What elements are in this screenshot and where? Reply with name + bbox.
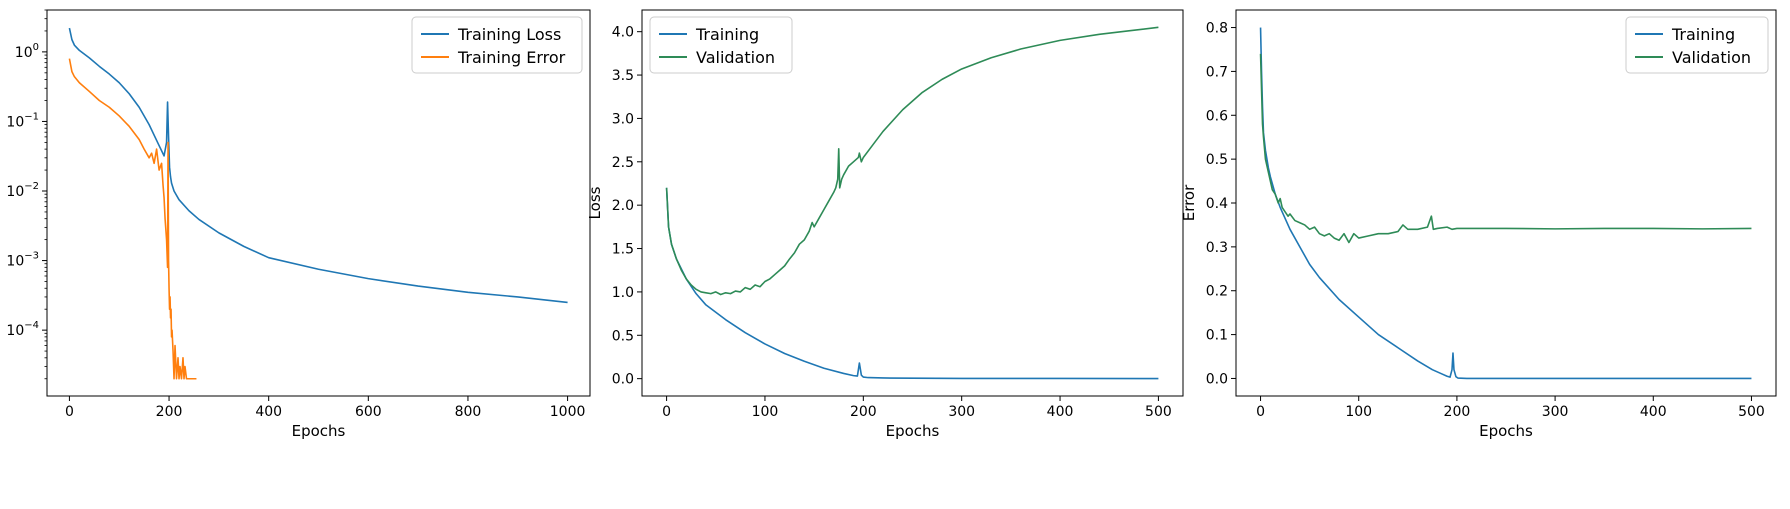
x-tick-label: 400 [255, 404, 282, 420]
y-tick-label: 0.4 [1206, 196, 1228, 212]
x-tick-label: 200 [850, 404, 877, 420]
y-tick-label: 10−4 [6, 320, 39, 339]
axes-frame [46, 9, 591, 397]
x-tick-label: 800 [455, 404, 482, 420]
y-tick-label: 0.5 [1206, 152, 1228, 168]
y-tick-label: 10−3 [6, 251, 39, 270]
y-axis-label: Loss [586, 186, 604, 219]
series-line-2 [68, 58, 197, 380]
legend-label: Training [1671, 25, 1735, 44]
legend-box [649, 16, 793, 74]
x-axis-label: Epochs [292, 422, 346, 440]
x-tick-label: 600 [355, 404, 382, 420]
series-line-2 [1259, 53, 1752, 244]
y-tick-label: 2.5 [612, 155, 634, 171]
y-tick-label: 0.1 [1206, 328, 1228, 344]
legend-label: Training Error [457, 48, 566, 67]
y-tick-label: 1.0 [612, 285, 634, 301]
series-line-1 [1259, 27, 1752, 380]
chart-panel-2: 0 100 200 300 400 500 0.0 0.5 1.0 1.5 2.0 2.5 3.0 3.5… [586, 9, 1184, 440]
y-tick-label: 0.8 [1206, 21, 1228, 37]
chart-panel-1: 0 200 400 600 800 1000 10−4 10−3 10−2 10−1 100 Epoc… [6, 9, 591, 440]
y-tick-label: 100 [15, 42, 39, 61]
y-tick-label: 0.7 [1206, 64, 1228, 80]
x-tick-label: 500 [1145, 404, 1172, 420]
x-axis-label: Epochs [886, 422, 940, 440]
y-tick-label: 10−2 [6, 181, 39, 200]
x-tick-label: 400 [1640, 404, 1667, 420]
x-tick-label: 0 [65, 404, 74, 420]
legend-label: Training Loss [457, 25, 561, 44]
x-tick-label: 300 [1542, 404, 1569, 420]
y-tick-label: 4.0 [612, 25, 634, 41]
y-tick-label: 0.0 [612, 372, 634, 388]
x-tick-label: 200 [1444, 404, 1471, 420]
y-tick-label: 1.5 [612, 242, 634, 258]
x-tick-label: 300 [948, 404, 975, 420]
axes-frame [641, 9, 1184, 397]
legend-label: Validation [1672, 48, 1751, 67]
x-tick-label: 200 [156, 404, 183, 420]
x-tick-label: 0 [662, 404, 671, 420]
y-tick-label: 10−1 [6, 111, 39, 130]
y-tick-label: 2.0 [612, 198, 634, 214]
y-tick-label: 0.6 [1206, 108, 1228, 124]
x-axis-label: Epochs [1479, 422, 1533, 440]
x-tick-label: 100 [752, 404, 779, 420]
y-tick-label: 0.5 [612, 328, 634, 344]
legend-label: Validation [696, 48, 775, 67]
legend: Training Validation [649, 16, 793, 74]
x-tick-label: 500 [1738, 404, 1765, 420]
y-tick-label: 0.3 [1206, 240, 1228, 256]
y-tick-label: 0.2 [1206, 284, 1228, 300]
x-tick-label: 1000 [550, 404, 586, 420]
series-line-1 [68, 27, 568, 304]
y-tick-label: 0.0 [1206, 371, 1228, 387]
y-tick-label: 3.5 [612, 68, 634, 84]
legend-label: Training [695, 25, 759, 44]
y-axis-label: Error [1180, 184, 1198, 221]
x-tick-label: 400 [1047, 404, 1074, 420]
legend: Training Loss Training Error [411, 16, 583, 74]
x-tick-label: 100 [1345, 404, 1372, 420]
chart-panel-3: 0 100 200 300 400 500 0.0 0.1 0.2 0.3 0.4 0.5 0.6 0.7… [1180, 9, 1777, 440]
series-line-2 [665, 26, 1159, 296]
y-tick-label: 3.0 [612, 111, 634, 127]
legend-box [1625, 16, 1769, 74]
legend-box [411, 16, 583, 74]
legend: Training Validation [1625, 16, 1769, 74]
x-tick-label: 0 [1256, 404, 1265, 420]
